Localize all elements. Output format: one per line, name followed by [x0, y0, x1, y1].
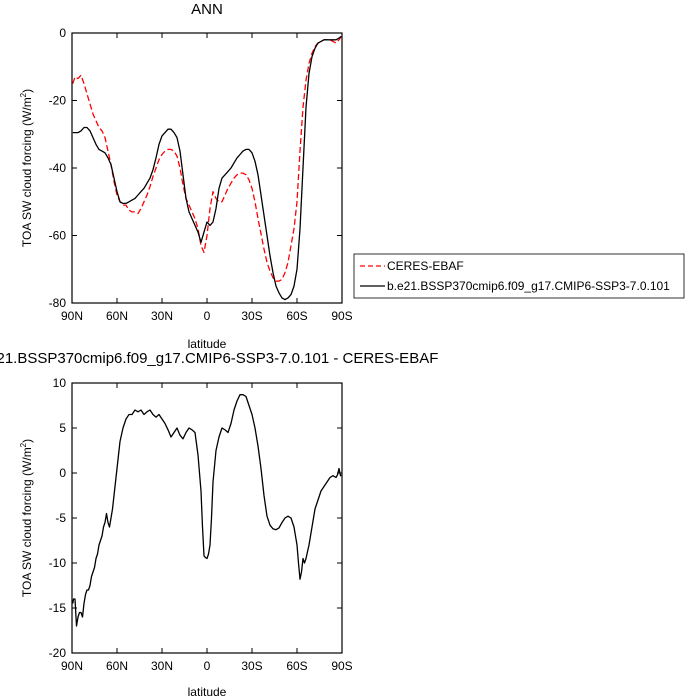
- series-line-0: [72, 394, 342, 627]
- bottom-plot-frame: [71, 382, 343, 654]
- top-x-axis-label: latitude: [188, 337, 227, 351]
- bottom-x-axis-label: latitude: [188, 685, 227, 699]
- top-y-axis: 0 -20 -40 -60 -80: [49, 26, 342, 310]
- x-tick-label: 90N: [61, 309, 83, 323]
- x-tick-label: 30S: [241, 309, 262, 323]
- y-tick-label: -15: [49, 601, 67, 615]
- y-tick-label: -10: [49, 556, 67, 570]
- bottom-y-axis-label: TOA SW cloud forcing (W/m2): [19, 439, 34, 597]
- x-tick-label: 60S: [286, 659, 307, 673]
- x-tick-label: 30S: [241, 659, 262, 673]
- x-tick-label: 90S: [331, 309, 352, 323]
- bottom-chart-title: b.e21.BSSP370cmip6.f09_g17.CMIP6-SSP3-7.…: [0, 350, 438, 367]
- legend-label-model: b.e21.BSSP370cmip6.f09_g17.CMIP6-SSP3-7.…: [387, 279, 670, 293]
- top-chart-title: ANN: [191, 1, 223, 18]
- y-tick-label: 10: [53, 376, 67, 390]
- x-tick-label: 0: [204, 309, 211, 323]
- legend-label-ceres: CERES-EBAF: [387, 259, 464, 273]
- x-tick-label: 60N: [106, 309, 128, 323]
- y-tick-label: -20: [49, 646, 67, 660]
- x-tick-label: 90N: [61, 659, 83, 673]
- series-line-1: [72, 35, 342, 301]
- y-tick-label: 0: [59, 26, 66, 40]
- bottom-panel: b.e21.BSSP370cmip6.f09_g17.CMIP6-SSP3-7.…: [0, 350, 438, 699]
- y-tick-label: -80: [49, 296, 67, 310]
- top-series-group: [72, 35, 342, 301]
- bottom-series-group: [72, 394, 342, 627]
- top-panel: ANN 0 -20 -40 -60 -80 90N 60N 30N 0 30S 60S 90S la…: [19, 1, 685, 351]
- x-tick-label: 30N: [151, 309, 173, 323]
- legend-box: [353, 253, 685, 299]
- series-line-0: [72, 36, 342, 282]
- legend: CERES-EBAF b.e21.BSSP370cmip6.f09_g17.CM…: [353, 253, 685, 299]
- y-tick-label: -40: [49, 161, 67, 175]
- top-x-axis: 90N 60N 30N 0 30S 60S 90S: [61, 33, 353, 323]
- y-tick-label: 0: [59, 466, 66, 480]
- x-tick-label: 60N: [106, 659, 128, 673]
- top-plot-frame: [71, 32, 343, 304]
- y-tick-label: -60: [49, 229, 67, 243]
- x-tick-label: 0: [204, 659, 211, 673]
- x-tick-label: 90S: [331, 659, 352, 673]
- x-tick-label: 60S: [286, 309, 307, 323]
- y-tick-label: -5: [55, 511, 66, 525]
- x-tick-label: 30N: [151, 659, 173, 673]
- top-y-axis-label: TOA SW cloud forcing (W/m2): [19, 89, 34, 247]
- bottom-x-axis: 90N 60N 30N 0 30S 60S 90S: [61, 383, 353, 673]
- bottom-y-axis: 10 5 0 -5 -10 -15 -20: [49, 376, 342, 660]
- y-tick-label: -20: [49, 94, 67, 108]
- y-tick-label: 5: [59, 421, 66, 435]
